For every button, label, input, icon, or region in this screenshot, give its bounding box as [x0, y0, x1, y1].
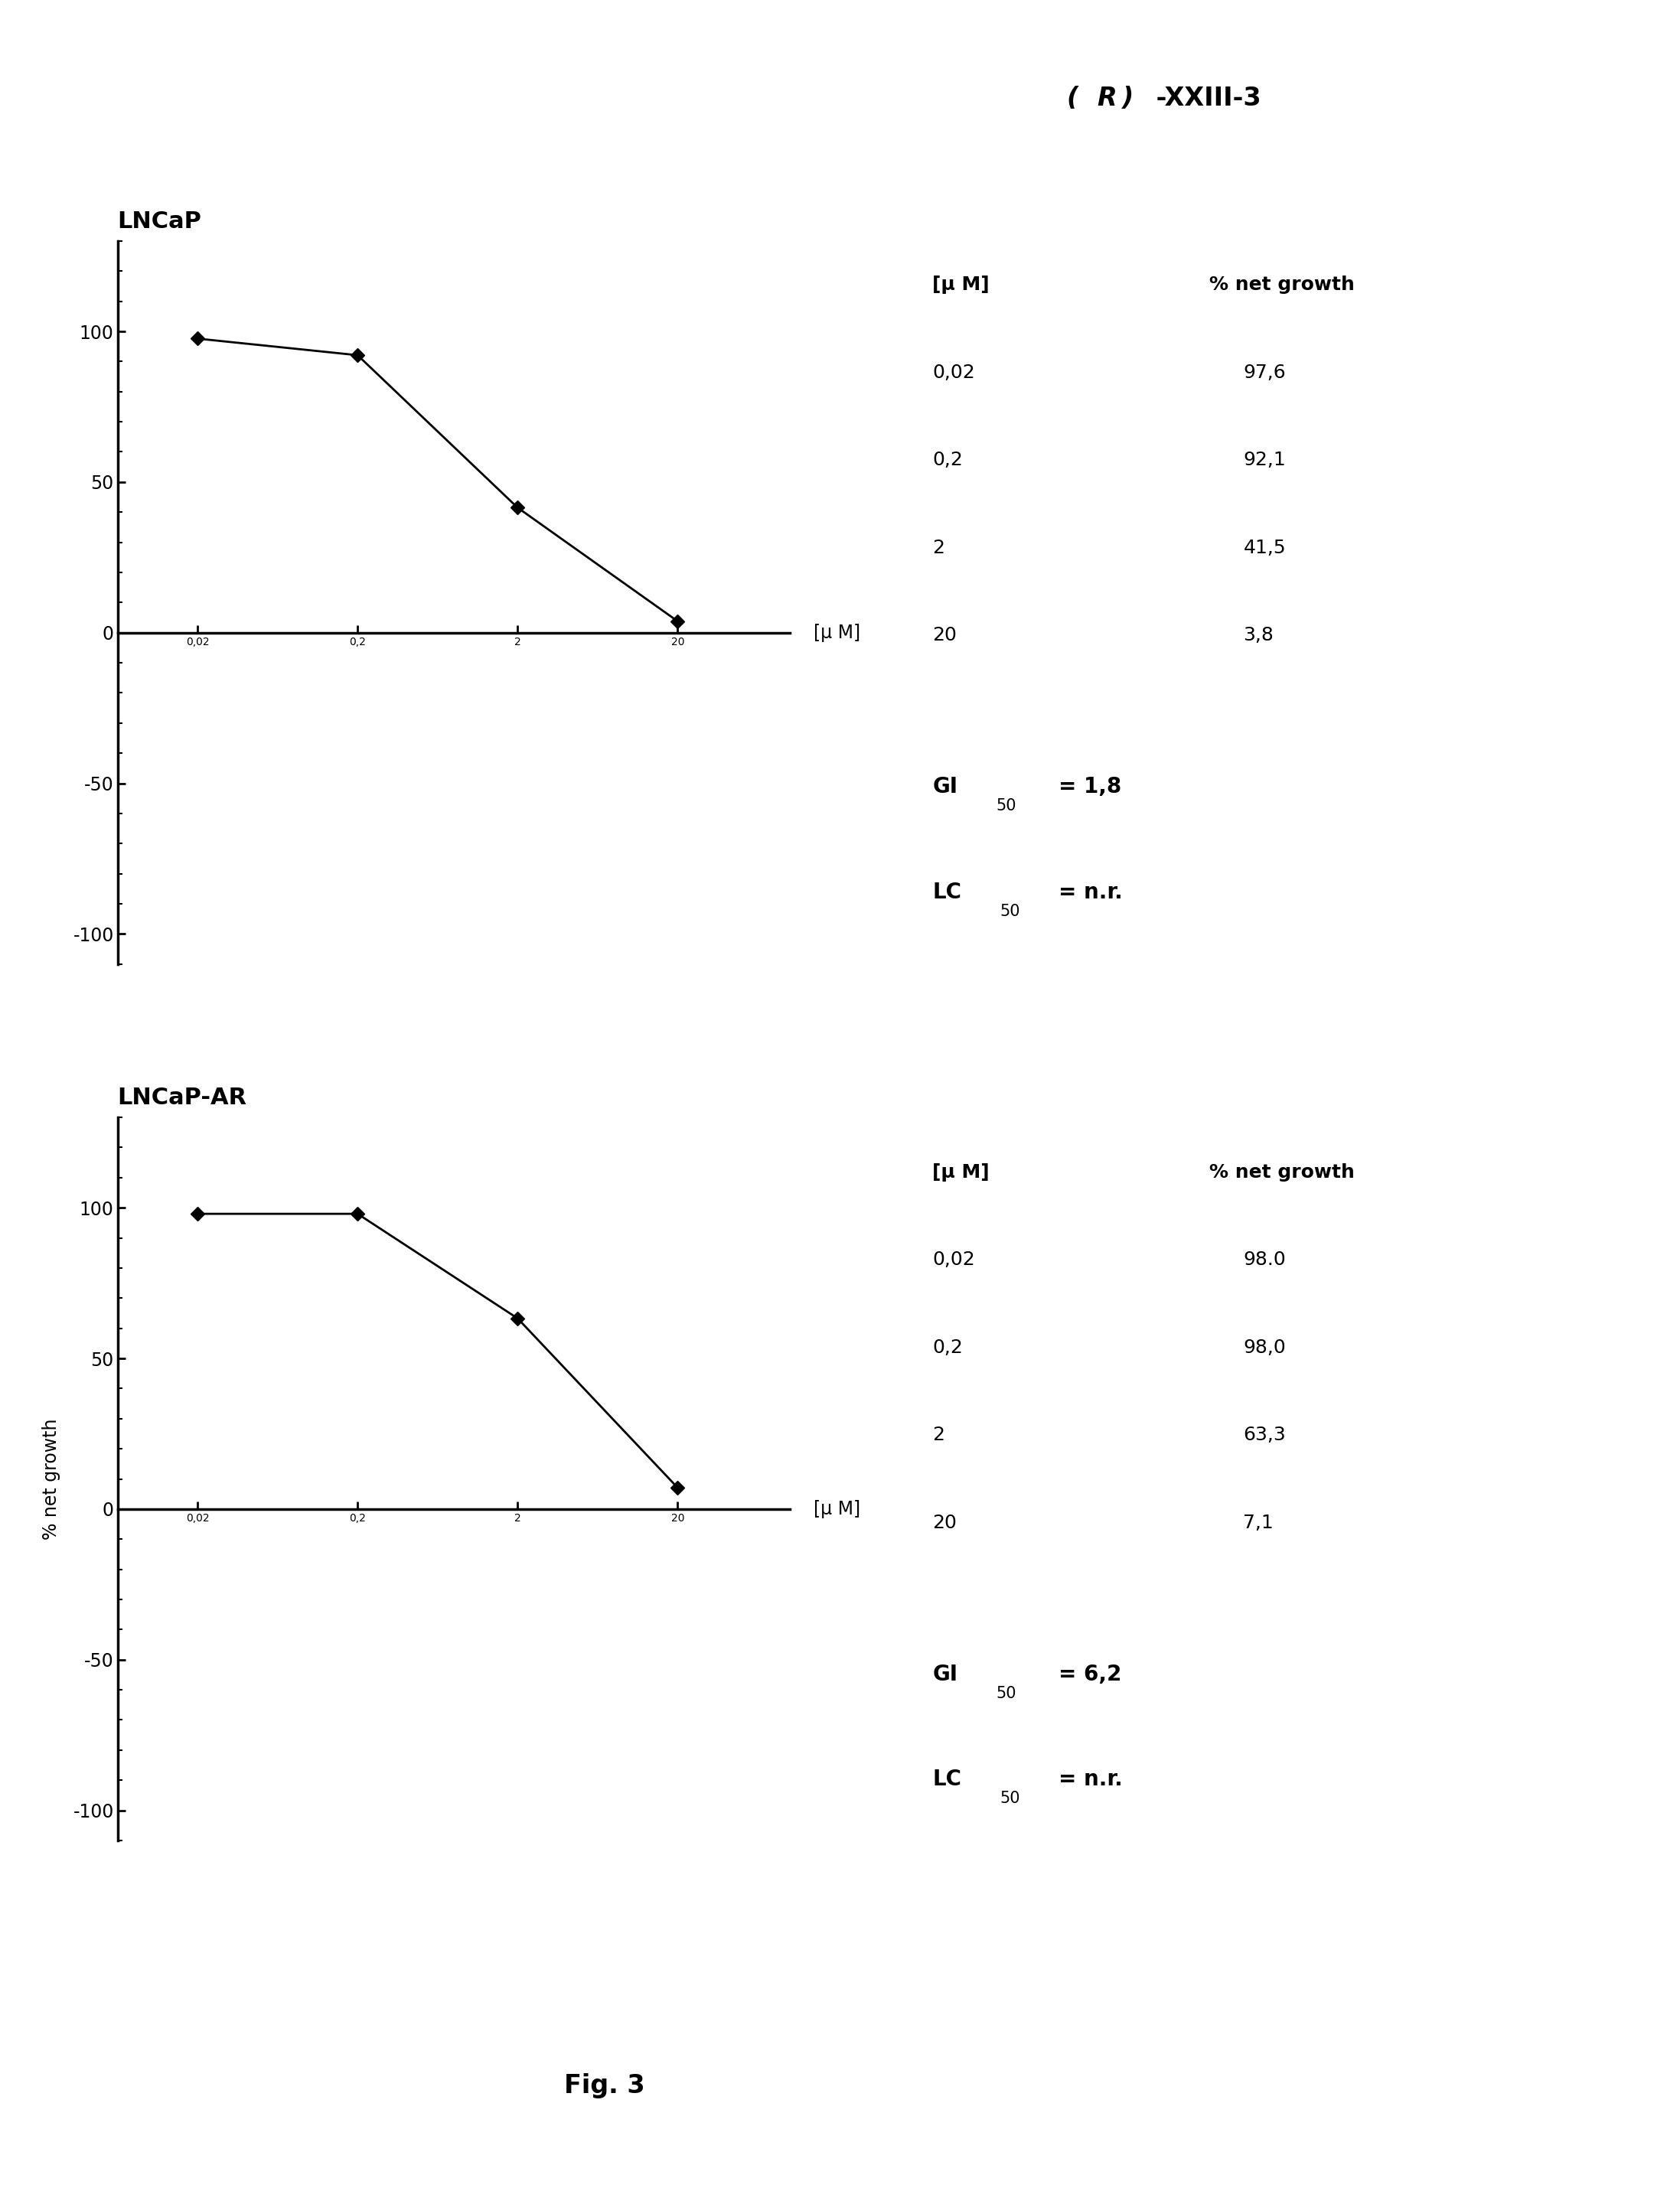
Text: ): ): [1122, 85, 1134, 112]
Text: 50: 50: [996, 1685, 1016, 1700]
Text: LNCaP: LNCaP: [118, 210, 202, 232]
Text: 0,02: 0,02: [932, 1251, 974, 1269]
Text: 3,8: 3,8: [1243, 627, 1273, 644]
Text: -XXIII-3: -XXIII-3: [1147, 85, 1262, 112]
Text: LC: LC: [932, 881, 961, 903]
Text: [μ M]: [μ M]: [932, 276, 990, 294]
Text: % net growth: % net growth: [1210, 276, 1356, 294]
Text: 98.0: 98.0: [1243, 1251, 1285, 1269]
Text: GI: GI: [932, 1663, 958, 1685]
Text: LNCaP-AR: LNCaP-AR: [118, 1087, 247, 1109]
Y-axis label: % net growth: % net growth: [42, 1418, 60, 1540]
Text: % net growth: % net growth: [1210, 1163, 1356, 1181]
Text: 50: 50: [1000, 903, 1020, 918]
Text: 50: 50: [996, 798, 1016, 813]
Text: 97,6: 97,6: [1243, 364, 1285, 381]
Text: 2: 2: [932, 539, 944, 557]
Text: R: R: [1097, 85, 1117, 112]
Text: = n.r.: = n.r.: [1058, 1768, 1122, 1790]
Text: = n.r.: = n.r.: [1058, 881, 1122, 903]
Text: [μ M]: [μ M]: [813, 1501, 860, 1518]
Text: Fig. 3: Fig. 3: [564, 2073, 645, 2099]
Text: = 1,8: = 1,8: [1058, 776, 1121, 798]
Text: LC: LC: [932, 1768, 961, 1790]
Text: GI: GI: [932, 776, 958, 798]
Text: 63,3: 63,3: [1243, 1426, 1285, 1444]
Text: 92,1: 92,1: [1243, 451, 1285, 469]
Text: [μ M]: [μ M]: [932, 1163, 990, 1181]
Text: = 6,2: = 6,2: [1058, 1663, 1122, 1685]
Text: 2: 2: [932, 1426, 944, 1444]
Text: 20: 20: [932, 1514, 958, 1532]
Text: 0,2: 0,2: [932, 1339, 963, 1356]
Text: [μ M]: [μ M]: [813, 624, 860, 642]
Text: 20: 20: [932, 627, 958, 644]
Text: 7,1: 7,1: [1243, 1514, 1273, 1532]
Text: 98,0: 98,0: [1243, 1339, 1285, 1356]
Text: 41,5: 41,5: [1243, 539, 1285, 557]
Text: 0,02: 0,02: [932, 364, 974, 381]
Text: (: (: [1067, 85, 1079, 112]
Text: 50: 50: [1000, 1790, 1020, 1805]
Text: 0,2: 0,2: [932, 451, 963, 469]
